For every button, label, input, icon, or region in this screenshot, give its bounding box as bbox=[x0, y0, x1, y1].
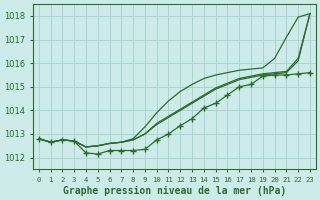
X-axis label: Graphe pression niveau de la mer (hPa): Graphe pression niveau de la mer (hPa) bbox=[63, 186, 286, 196]
